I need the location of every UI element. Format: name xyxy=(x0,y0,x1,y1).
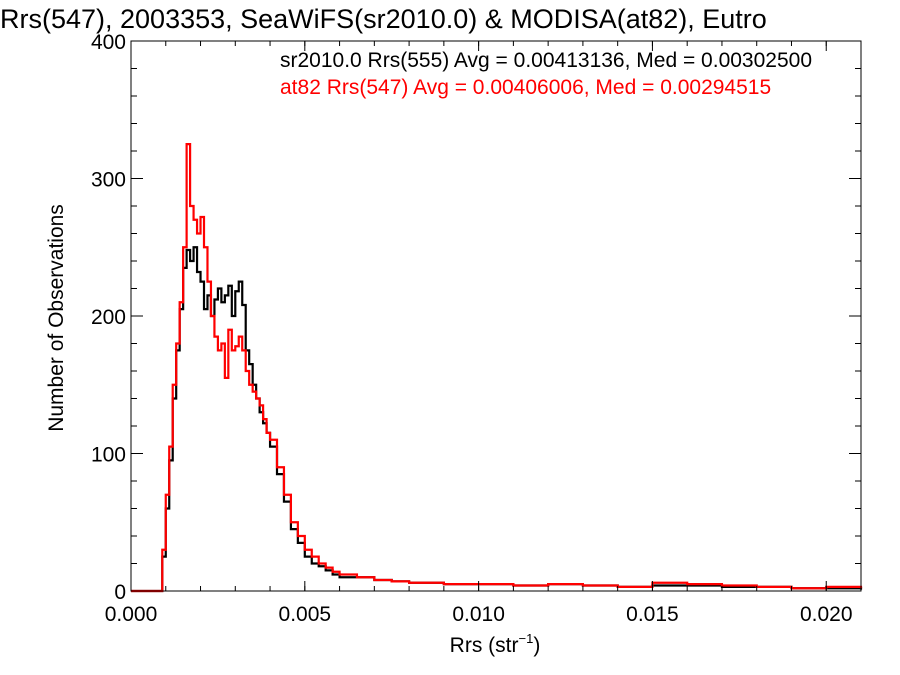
x-axis-label: Rrs (str−1) xyxy=(450,631,541,657)
legend-entry-black: sr2010.0 Rrs(555) Avg = 0.00413136, Med … xyxy=(280,49,812,72)
x-tick-label: 0.020 xyxy=(800,603,853,626)
x-tick-label: 0.005 xyxy=(279,603,332,626)
legend-entry-red: at82 Rrs(547) Avg = 0.00406006, Med = 0.… xyxy=(280,76,771,99)
plot-area: 0.000 0.005 0.010 0.015 0.020 0 100 200 300 400 xyxy=(91,31,863,626)
x-tick-label: 0.010 xyxy=(452,603,505,626)
x-tick-label: 0.000 xyxy=(105,603,158,626)
series-line-0 xyxy=(131,246,863,593)
y-tick-label: 300 xyxy=(91,169,126,192)
x-axis-label-sup: −1 xyxy=(519,631,534,646)
y-tick-label: 0 xyxy=(114,581,126,604)
y-axis-label: Number of Observations xyxy=(45,204,68,432)
x-axis-label-close: ) xyxy=(533,634,540,657)
y-tick-label: 200 xyxy=(91,306,126,329)
chart-title: Rrs(547), 2003353, SeaWiFS(sr2010.0) & M… xyxy=(0,4,767,34)
y-tick-label: 100 xyxy=(91,444,126,467)
x-tick-label: 0.015 xyxy=(626,603,679,626)
y-tick-label: 400 xyxy=(91,31,126,54)
plot-frame xyxy=(130,40,862,592)
series-line-1 xyxy=(131,143,863,593)
x-axis-label-main: Rrs (str xyxy=(450,634,519,657)
